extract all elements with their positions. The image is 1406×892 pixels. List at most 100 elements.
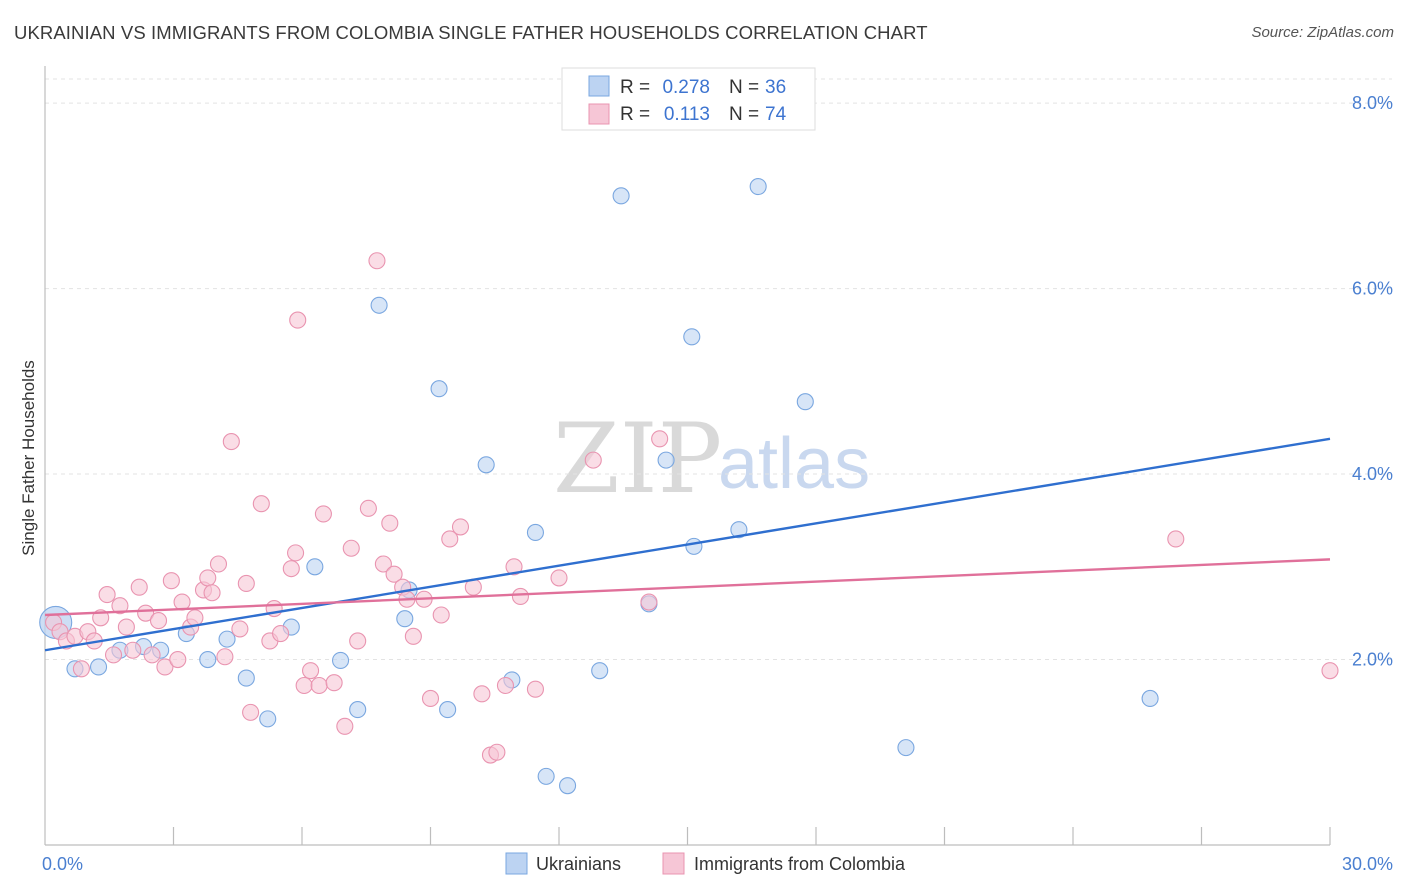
point-colombia-69	[584, 451, 602, 469]
point-colombia-30	[237, 574, 255, 593]
y-axis-label: Single Father Households	[19, 360, 38, 556]
point-colombia-45	[342, 539, 360, 557]
point-colombia-17	[156, 658, 174, 676]
point-colombia-47	[359, 499, 377, 517]
point-colombia-27	[216, 648, 234, 666]
point-colombia-42	[314, 505, 332, 523]
legend-n-value-1: 36	[765, 77, 786, 98]
point-ukrainians-17	[396, 610, 414, 628]
point-colombia-8	[98, 586, 116, 604]
point-colombia-50	[381, 514, 399, 532]
point-colombia-10	[111, 597, 129, 615]
point-ukrainians-12	[306, 558, 324, 576]
point-ukrainians-13	[331, 651, 350, 670]
watermark-zip: ZIP	[553, 403, 722, 515]
point-colombia-58	[441, 530, 459, 548]
trend-line-colombia	[44, 558, 1331, 617]
point-colombia-15	[143, 646, 161, 664]
point-colombia-14	[137, 604, 155, 622]
stats-legend: R = 0.278 N = 36 R = 0.113 N = 74	[561, 67, 816, 131]
legend-swatch-ukrainians	[588, 75, 610, 97]
y-tick-labels: 2.0% 4.0% 6.0% 8.0%	[1352, 93, 1393, 669]
point-colombia-46	[349, 632, 367, 650]
point-ukrainians-22	[526, 523, 544, 542]
point-colombia-61	[473, 685, 491, 703]
point-colombia-26	[209, 555, 228, 573]
point-colombia-29	[231, 620, 249, 638]
point-colombia-68	[550, 569, 568, 587]
point-ukrainians-28	[657, 451, 675, 469]
legend-n-value-2: 74	[765, 104, 787, 125]
chart-title: UKRAINIAN VS IMMIGRANTS FROM COLOMBIA SI…	[14, 22, 928, 43]
legend-n-label-2: N =	[729, 104, 759, 125]
point-ukrainians-30	[683, 328, 701, 346]
point-colombia-22	[186, 609, 204, 627]
point-colombia-28	[222, 433, 240, 451]
point-ukrainians-15	[370, 296, 388, 314]
point-colombia-36	[282, 560, 300, 578]
point-colombia-24	[199, 569, 217, 587]
legend-swatch-colombia	[588, 103, 610, 125]
y-tick-label-2: 6.0%	[1352, 279, 1393, 299]
point-ukrainians-31	[730, 521, 748, 539]
point-colombia-31	[242, 703, 260, 721]
y-tick-label-3: 8.0%	[1352, 93, 1393, 113]
point-ukrainians-20	[477, 456, 495, 474]
x-axis-ticks	[172, 827, 1331, 845]
point-ukrainians-9	[237, 669, 255, 687]
point-ukrainians-24	[559, 777, 577, 795]
point-ukrainians-7	[199, 650, 217, 669]
point-colombia-59	[451, 518, 470, 536]
trend-line-ukrainians	[44, 437, 1331, 652]
legend-r-value-1: 0.278	[662, 77, 710, 98]
x-tick-label-max: 30.0%	[1342, 854, 1393, 874]
bottom-legend-label-ukrainians: Ukrainians	[536, 854, 621, 874]
series-legend: Ukrainians Immigrants from Colombia	[505, 852, 906, 875]
point-colombia-72	[1167, 530, 1185, 548]
point-colombia-44	[336, 717, 354, 735]
point-colombia-35	[272, 625, 290, 643]
point-ukrainians-32	[749, 178, 767, 196]
bottom-legend-swatch-ukrainians	[505, 852, 528, 875]
point-colombia-11	[117, 618, 135, 636]
point-colombia-32	[252, 495, 270, 513]
point-ukrainians-2	[89, 658, 108, 676]
point-ukrainians-29	[685, 537, 703, 555]
point-ukrainians-35	[1141, 689, 1159, 708]
bottom-legend-label-colombia: Immigrants from Colombia	[694, 854, 906, 874]
point-colombia-49	[374, 555, 392, 573]
point-colombia-41	[310, 676, 328, 695]
point-colombia-73	[1321, 662, 1339, 680]
bottom-legend-swatch-colombia	[662, 852, 685, 875]
y-tick-label-1: 4.0%	[1352, 464, 1393, 484]
point-ukrainians-10	[259, 710, 277, 728]
y-tick-label-0: 2.0%	[1352, 650, 1393, 670]
point-colombia-64	[496, 676, 515, 695]
point-colombia-38	[289, 311, 307, 329]
point-colombia-18	[162, 572, 180, 590]
point-ukrainians-14	[349, 701, 367, 719]
point-colombia-43	[325, 674, 343, 692]
point-colombia-70	[651, 430, 669, 448]
point-colombia-12	[124, 641, 142, 659]
point-ukrainians-18	[430, 380, 448, 398]
point-colombia-57	[432, 606, 450, 624]
point-ukrainians-25	[591, 662, 609, 680]
legend-n-label-1: N =	[729, 77, 759, 98]
point-ukrainians-23	[537, 767, 555, 785]
point-colombia-40	[302, 662, 320, 680]
point-colombia-48	[368, 252, 386, 270]
legend-r-label-2: R =	[620, 104, 650, 125]
trend-lines	[44, 437, 1331, 652]
legend-r-label-1: R =	[620, 77, 650, 98]
point-colombia-51	[385, 565, 403, 583]
gridlines	[45, 78, 1392, 661]
point-colombia-37	[287, 544, 305, 562]
point-colombia-20	[173, 593, 191, 611]
point-colombia-71	[640, 593, 658, 611]
point-ukrainians-33	[796, 393, 814, 411]
point-ukrainians-26	[612, 187, 630, 205]
point-colombia-4	[72, 660, 90, 678]
x-tick-label-min: 0.0%	[42, 854, 83, 874]
